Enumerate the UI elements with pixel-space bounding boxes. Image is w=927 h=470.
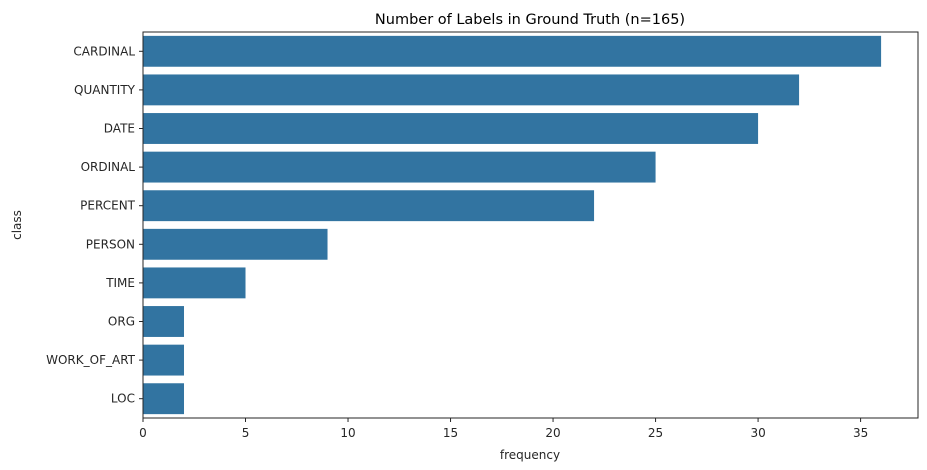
bar-percent bbox=[143, 190, 595, 222]
bar-quantity bbox=[143, 74, 800, 106]
bar-cardinal bbox=[143, 35, 882, 67]
y-tick-label: WORK_OF_ART bbox=[46, 353, 136, 367]
y-tick-label: ORG bbox=[108, 315, 135, 329]
x-tick-label: 25 bbox=[648, 426, 663, 440]
x-axis-label: frequency bbox=[500, 448, 560, 462]
x-tick-label: 15 bbox=[443, 426, 458, 440]
bar-work-of-art bbox=[143, 344, 185, 376]
x-tick-label: 0 bbox=[139, 426, 147, 440]
x-tick-label: 30 bbox=[750, 426, 765, 440]
x-tick-label: 10 bbox=[340, 426, 355, 440]
y-tick-label: PERSON bbox=[86, 237, 135, 251]
bar-person bbox=[143, 228, 328, 260]
bar-ordinal bbox=[143, 151, 656, 183]
y-tick-label: TIME bbox=[105, 276, 135, 290]
y-tick-label: PERCENT bbox=[80, 199, 135, 213]
x-tick-label: 5 bbox=[242, 426, 250, 440]
y-axis-label: class bbox=[10, 210, 24, 240]
x-axis-ticks: 0 5 10 15 20 25 30 35 bbox=[139, 418, 868, 440]
x-tick-label: 35 bbox=[853, 426, 868, 440]
y-tick-label: ORDINAL bbox=[81, 160, 136, 174]
bar-org bbox=[143, 306, 185, 337]
y-tick-label: LOC bbox=[111, 392, 135, 406]
y-tick-label: DATE bbox=[104, 122, 135, 136]
y-tick-label: CARDINAL bbox=[73, 44, 135, 58]
bar-date bbox=[143, 113, 759, 144]
chart-title: Number of Labels in Ground Truth (n=165) bbox=[375, 12, 685, 28]
y-tick-label: QUANTITY bbox=[74, 83, 136, 97]
plot-frame bbox=[142, 31, 919, 419]
x-tick-label: 20 bbox=[545, 426, 560, 440]
y-axis-ticks: CARDINAL QUANTITY DATE ORDINAL PERCENT PERSON… bbox=[46, 44, 143, 406]
bars-group bbox=[143, 35, 882, 415]
bar-time bbox=[143, 267, 246, 299]
bar-loc bbox=[143, 383, 185, 415]
